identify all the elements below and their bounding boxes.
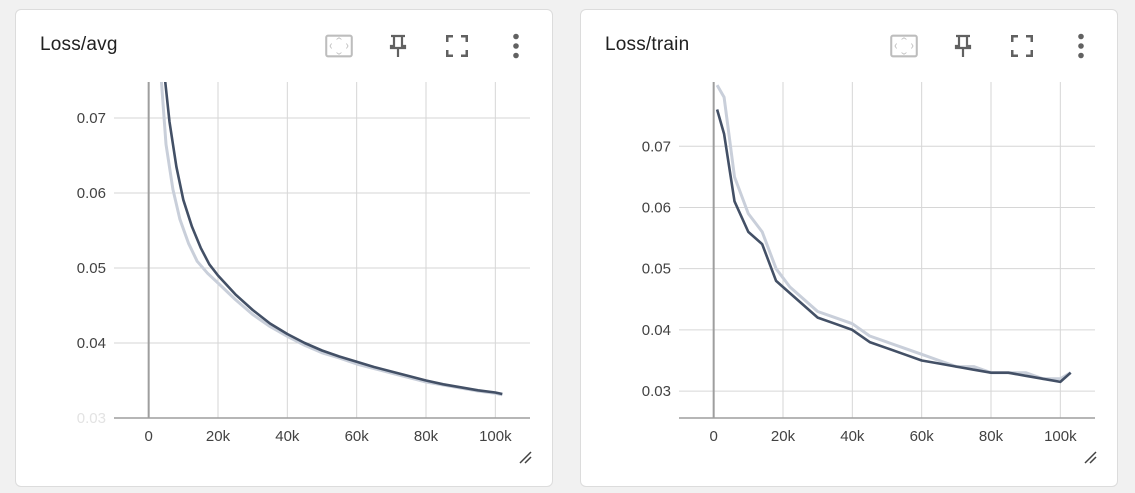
more-menu-button[interactable] [1067,32,1095,60]
y-tick-label: 0.05 [642,261,671,278]
x-tick-label: 100k [1044,428,1077,445]
smoothed-series-line [715,109,1072,384]
x-tick-label: 40k [840,428,865,445]
x-tick-label: 20k [771,428,796,445]
resize-handle-icon[interactable] [1083,450,1097,464]
raw-series-line [715,84,1072,381]
fit-domain-icon [890,34,918,58]
more-vert-icon [1078,33,1084,59]
raw-series-line [159,82,503,397]
line-chart-plot[interactable]: 0.03 0.04 0.05 0.06 0.07 0 20k 40k 60k 80k 100k [581,72,1119,472]
fullscreen-button[interactable] [443,32,471,60]
pin-icon [954,34,972,57]
more-menu-button[interactable] [502,32,530,60]
pin-button[interactable] [384,32,412,60]
x-tick-label: 80k [414,428,439,445]
fullscreen-icon [1011,35,1033,57]
y-tick-label: 0.07 [77,110,106,127]
x-tick-label: 60k [345,428,370,445]
x-tick-label: 80k [979,428,1004,445]
x-tick-label: 100k [479,428,512,445]
fit-domain-icon [325,34,353,58]
fullscreen-button[interactable] [1008,32,1036,60]
y-tick-label: 0.04 [77,335,106,352]
card-toolbar [890,32,1095,60]
chart-card-loss-train: Loss/train 0.03 0.04 0.05 0.06 0.07 0 20k 40k 60… [580,9,1118,487]
y-tick-label: 0.05 [77,260,106,277]
line-chart-plot[interactable]: 0.03 0.04 0.05 0.06 0.07 0 20k 40k 60k 80k 100k [16,72,554,472]
resize-handle-icon[interactable] [518,450,532,464]
chart-card-loss-avg: Loss/avg 0.03 0.04 0.05 0.06 0.07 0 20k 40k 60k 8… [15,9,553,487]
x-tick-label: 60k [910,428,935,445]
pin-icon [389,34,407,57]
fullscreen-icon [446,35,468,57]
smoothed-series-line [163,82,503,396]
pin-button[interactable] [949,32,977,60]
x-tick-label: 0 [144,428,152,445]
y-tick-label: 0.07 [642,138,671,155]
card-toolbar [325,32,530,60]
y-tick-label: 0.03 [77,410,106,427]
x-tick-label: 20k [206,428,231,445]
x-tick-label: 0 [709,428,717,445]
y-tick-label: 0.06 [642,199,671,216]
y-tick-label: 0.06 [77,185,106,202]
fit-domain-button[interactable] [325,32,353,60]
fit-domain-button[interactable] [890,32,918,60]
y-tick-label: 0.03 [642,383,671,400]
card-title: Loss/train [605,34,690,55]
card-title: Loss/avg [40,34,118,55]
more-vert-icon [513,33,519,59]
x-tick-label: 40k [275,428,300,445]
y-tick-label: 0.04 [642,322,671,339]
